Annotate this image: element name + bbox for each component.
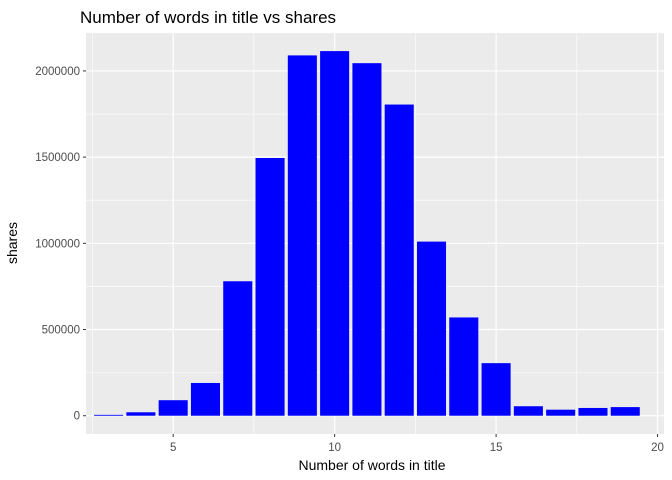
bar <box>94 414 124 416</box>
y-axis-ticks: 0 500000 1000000 1500000 2000000 <box>35 66 86 423</box>
bar <box>416 241 447 416</box>
bar <box>287 55 317 416</box>
bar <box>578 407 608 416</box>
bar <box>384 104 414 416</box>
bar <box>158 400 188 416</box>
x-tick-label: 10 <box>328 442 341 454</box>
bar <box>190 382 221 416</box>
bar <box>449 317 479 416</box>
y-tick-label: 1500000 <box>35 152 80 164</box>
bar <box>126 412 156 416</box>
bar <box>255 157 285 416</box>
x-axis-ticks: 5 10 15 20 <box>170 434 664 454</box>
y-tick-label: 2000000 <box>35 66 80 78</box>
y-axis-label: shares <box>4 222 20 264</box>
x-tick-label: 5 <box>170 442 176 454</box>
bars <box>94 51 640 416</box>
y-tick-label: 500000 <box>42 325 80 337</box>
y-tick-label: 1000000 <box>35 238 80 250</box>
bar <box>513 406 543 416</box>
x-tick-label: 20 <box>651 442 664 454</box>
bar <box>481 363 511 416</box>
x-tick-label: 15 <box>490 442 503 454</box>
bar <box>546 409 576 416</box>
bar <box>352 63 382 416</box>
bar <box>320 51 350 416</box>
y-tick-label: 0 <box>74 411 80 423</box>
bar <box>223 281 253 416</box>
x-axis-label: Number of words in title <box>298 457 445 473</box>
bar <box>610 407 640 416</box>
chart-title: Number of words in title vs shares <box>80 8 336 27</box>
